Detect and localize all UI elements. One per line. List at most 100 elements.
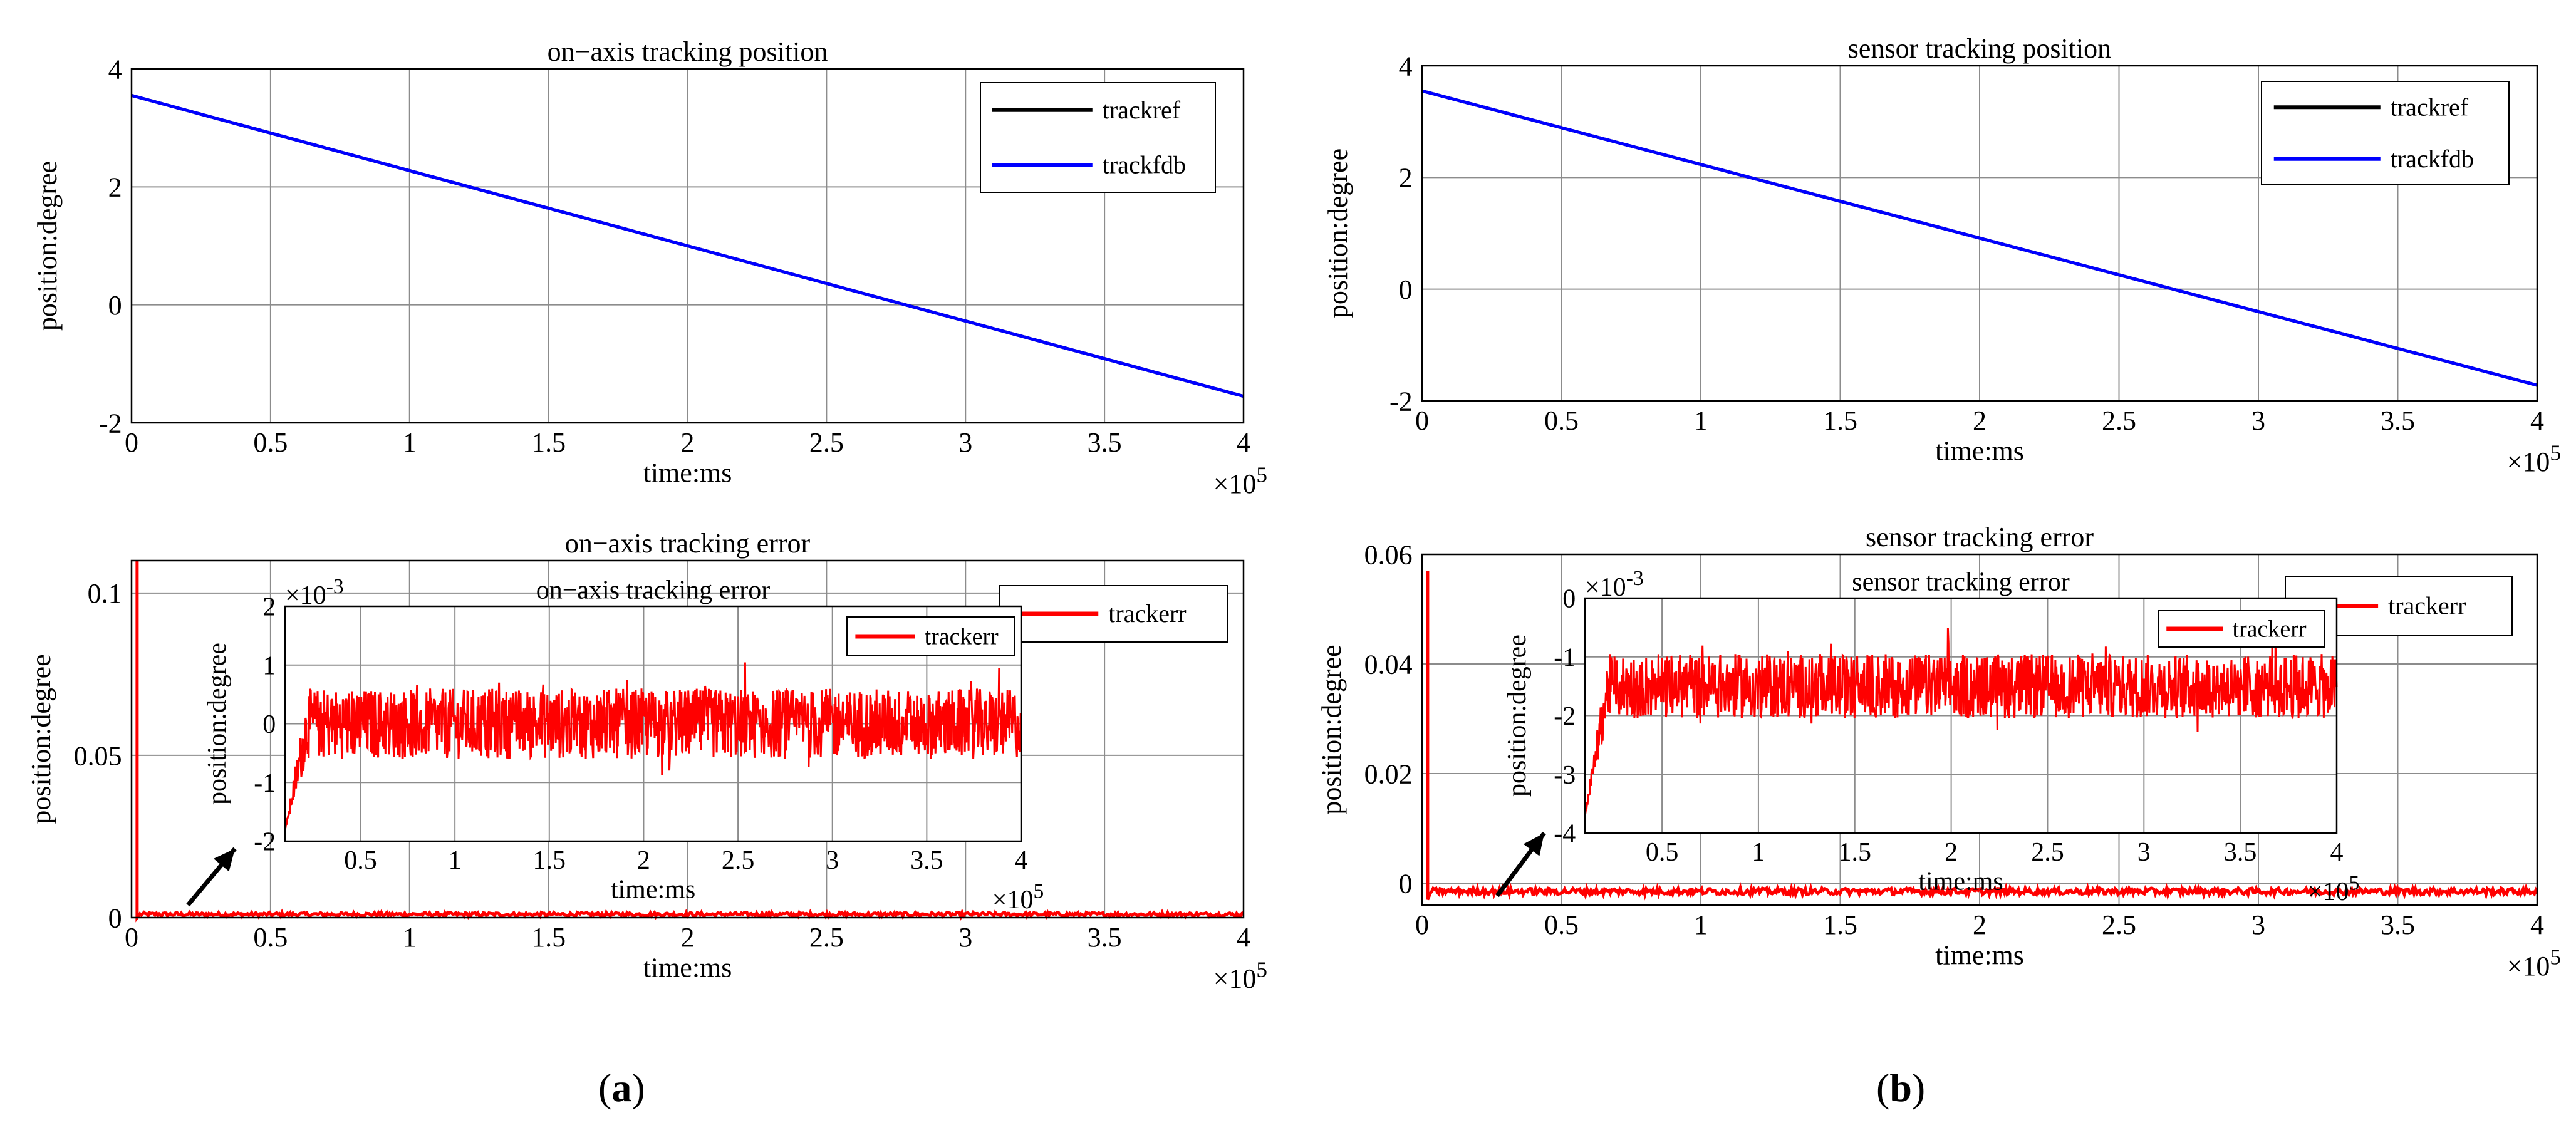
chart-b-error-inset-xtick-label: 0.5 — [1646, 838, 1679, 867]
chart-b-error-legend-label: trackerr — [2388, 592, 2466, 620]
chart-a-position-title: on−axis tracking position — [548, 36, 828, 67]
chart-a-position-xtick-label: 0 — [125, 427, 138, 458]
chart-a-error-inset-xtick-label: 4 — [1015, 846, 1028, 875]
chart-b-error-xtick-label: 2 — [1973, 909, 1987, 940]
chart-b-position-legend-label: trackref — [2391, 93, 2469, 121]
chart-a-position-xtick-label: 4 — [1237, 427, 1250, 458]
chart-a-error-inset-ytick-label: 2 — [262, 593, 276, 622]
chart-a-error-inset-ylabel: position:degree — [203, 643, 232, 805]
chart-b-error-ytick-label: 0.06 — [1364, 539, 1413, 570]
chart-a-position-xtick-label: 2.5 — [809, 427, 844, 458]
chart-b-error-ylabel: position:degree — [1316, 645, 1347, 814]
chart-a-position-ytick-label: 0 — [108, 290, 122, 321]
chart-b-error-zoom-arrow — [1495, 831, 1546, 898]
chart-a-error-inset-xtick-label: 2.5 — [722, 846, 755, 875]
chart-a-error-xtick-label: 2 — [681, 922, 695, 953]
chart-b-error-inset-title: sensor tracking error — [1852, 567, 2070, 596]
chart-b-position-ytick-label: 0 — [1399, 274, 1413, 305]
chart-a-position-xlabel: time:ms — [643, 458, 732, 489]
chart-a-error-x-exponent: ×105 — [1213, 958, 1267, 995]
chart-a-position-ytick-label: 2 — [108, 172, 122, 203]
chart-a-error-series-trackerr — [135, 561, 1244, 923]
chart-b-error-inset-xtick-label: 1 — [1752, 838, 1765, 867]
chart-a-error-ytick-label: 0 — [108, 903, 122, 933]
chart-a-error-zoom-arrow — [186, 847, 237, 907]
chart-a-position-xtick-label: 1.5 — [531, 427, 566, 458]
chart-b-error-inset-xlabel: time:ms — [1918, 867, 2003, 896]
chart-a-error-inset-ytick-label: -2 — [254, 828, 276, 857]
chart-a-error-inset-ytick-label: 0 — [262, 710, 276, 739]
chart-b-position-xtick-label: 2.5 — [2102, 405, 2136, 436]
chart-a-error-legend-label: trackerr — [1108, 599, 1186, 628]
chart-a-error-xtick-label: 1.5 — [531, 922, 566, 953]
chart-a-error-inset-series-trackerr — [284, 662, 1022, 830]
chart-a-position-frame — [130, 68, 1245, 424]
chart-b-error-x-exponent: ×105 — [2507, 945, 2561, 982]
chart-a-position-legend-box — [980, 82, 1216, 193]
chart-a-error-xtick-label: 0.5 — [253, 922, 288, 953]
chart-a-position-series-trackfdb — [131, 93, 1244, 398]
chart-a-error-inset-x-exponent: ×105 — [992, 879, 1044, 914]
chart-a-error-inset-title: on−axis tracking error — [536, 576, 771, 604]
chart-b-error-inset-series-trackerr — [1584, 628, 2338, 816]
chart-b-error-inset-x-exponent: ×105 — [2308, 871, 2359, 906]
chart-b-error-xtick-label: 4 — [2530, 909, 2544, 940]
chart-a-error-xtick-label: 3 — [958, 922, 972, 953]
chart-b-error-xtick-label: 3 — [2251, 909, 2265, 940]
chart-a-position-xtick-label: 0.5 — [253, 427, 288, 458]
chart-a-position-ytick-label: -2 — [99, 408, 122, 438]
chart-b-position-xtick-label: 3.5 — [2381, 405, 2415, 436]
chart-a-error-xtick-label: 0 — [125, 922, 138, 953]
chart-b-position-ytick-label: 4 — [1399, 51, 1413, 81]
chart-b-error-inset-frame — [1584, 597, 2338, 834]
chart-b-error-inset-xtick-label: 1.5 — [1839, 838, 1872, 867]
chart-a-error-inset-xtick-label: 0.5 — [344, 846, 377, 875]
chart-a-error-inset-xtick-label: 2 — [637, 846, 650, 875]
chart-b-error-inset-xtick-label: 3.5 — [2224, 838, 2257, 867]
chart-b-error-inset-ytick-label: -1 — [1554, 643, 1576, 672]
chart-b-position-xtick-label: 0 — [1415, 405, 1429, 436]
chart-b-error-inset-xtick-label: 2.5 — [2031, 838, 2064, 867]
chart-b-position-series-trackfdb — [1421, 89, 2538, 387]
chart-b-error-inset-ytick-label: -3 — [1554, 761, 1576, 790]
chart-b-position-xtick-label: 4 — [2530, 405, 2544, 436]
chart-a-position-xtick-label: 3 — [958, 427, 972, 458]
chart-b-error-ytick-label: 0 — [1399, 868, 1413, 899]
chart-a-error-xtick-label: 1 — [403, 922, 417, 953]
chart-a-error-inset-ytick-label: 1 — [262, 651, 276, 680]
chart-a-error-xtick-label: 3.5 — [1088, 922, 1122, 953]
chart-b-position-legend-label: trackfdb — [2391, 145, 2474, 173]
chart-a-error-title: on−axis tracking error — [565, 528, 811, 559]
chart-b-position-x-exponent: ×105 — [2507, 441, 2561, 478]
chart-a-error-ytick-label: 0.1 — [88, 578, 122, 609]
chart-b-error-inset: 0.5 1 1.5 2 2.5 3 3.5 4 -4 -3 -2 -1 0 time:ms position… — [1503, 567, 2359, 906]
chart-a-error-inset: 0.5 1 1.5 2 2.5 3 3.5 4-2-1012time:msposition:d… — [203, 575, 1044, 914]
chart-a-error-zoom-arrow-head — [213, 849, 235, 872]
chart-b-position-xtick-label: 3 — [2251, 405, 2265, 436]
chart-b-position-ytick-label: -2 — [1389, 386, 1413, 417]
chart-a-error-inset-xtick-label: 1 — [449, 846, 462, 875]
chart-a-error-xtick-label: 2.5 — [809, 922, 844, 953]
chart-a-position-legend-label: trackref — [1103, 96, 1181, 124]
chart-a-error-inset-xlabel: time:ms — [611, 875, 695, 904]
chart-b-error-inset-ylabel: position:degree — [1503, 635, 1532, 797]
chart-b-error-inset-y-exponent: ×10-3 — [1585, 567, 1644, 602]
chart-b-error-inset-xtick-label: 4 — [2330, 838, 2344, 867]
chart-b-position-xtick-label: 0.5 — [1544, 405, 1579, 436]
chart-a-error-inset-ytick-label: -1 — [254, 769, 276, 798]
chart-a-position-xtick-label: 1 — [403, 427, 417, 458]
caption-a: (a) — [598, 1065, 645, 1110]
chart-b-error-ytick-label: 0.04 — [1364, 649, 1413, 680]
chart-a-position-xtick-label: 2 — [681, 427, 695, 458]
caption-b: (b) — [1876, 1065, 1926, 1110]
chart-a-position-xtick-label: 3.5 — [1088, 427, 1122, 458]
chart-a-position-legend-label: trackfdb — [1103, 150, 1186, 179]
chart-a-error-inset-xtick-label: 3.5 — [910, 846, 943, 875]
chart-a-error-inset-frame — [284, 605, 1022, 842]
chart-b-error-frame — [1421, 553, 2538, 906]
chart-b-position-frame — [1421, 65, 2538, 402]
chart-b-error-inset-ytick-label: -2 — [1554, 702, 1576, 731]
chart-a-error-inset-xtick-label: 1.5 — [533, 846, 566, 875]
chart-b-error-xtick-label: 1.5 — [1823, 909, 1857, 940]
